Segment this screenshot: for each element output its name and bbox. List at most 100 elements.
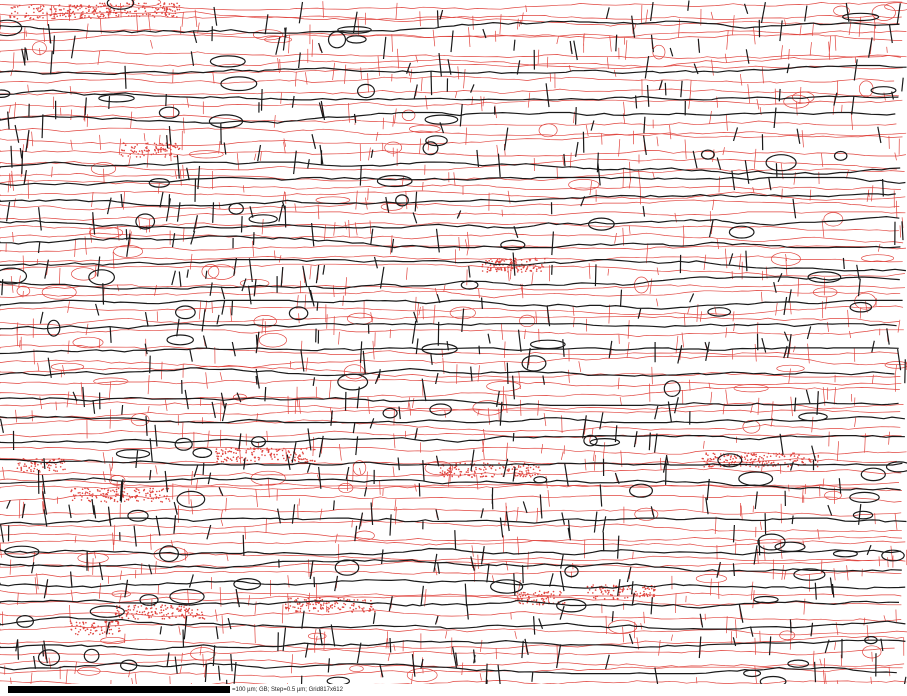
speckle-dot: [454, 466, 457, 469]
speckle-dot: [92, 633, 94, 635]
speckle-dot: [535, 466, 537, 468]
speckle-dot: [172, 6, 174, 8]
speckle-dot: [496, 260, 498, 262]
speckle-dot: [746, 459, 749, 462]
speckle-dot: [118, 630, 120, 633]
speckle-dot: [274, 456, 276, 458]
speckle-dot: [163, 495, 166, 497]
speckle-dot: [94, 630, 97, 632]
speckle-dot: [161, 617, 164, 620]
speckle-dot: [161, 501, 164, 503]
grain-outline: [406, 668, 438, 683]
speckle-dot: [102, 13, 104, 16]
low-angle-boundary-line: [0, 609, 902, 622]
speckle-dot: [458, 468, 460, 471]
speckle-dot: [59, 466, 62, 468]
grain-outline: [192, 447, 213, 458]
speckle-dot: [60, 9, 63, 11]
low-angle-boundary-line: [0, 570, 902, 579]
grain-outline: [89, 605, 125, 618]
speckle-dot: [527, 593, 529, 595]
speckle-dot: [80, 6, 83, 8]
grain-outline: [174, 437, 193, 451]
speckle-dot: [28, 467, 30, 469]
speckle-dot: [267, 449, 270, 452]
speckle-dot: [726, 454, 728, 457]
grain-outline: [421, 343, 458, 355]
speckle-dot: [82, 13, 84, 16]
grain-outline: [885, 461, 907, 473]
speckle-dot: [491, 465, 494, 468]
speckle-dot: [524, 594, 527, 597]
grain-outline: [663, 380, 681, 398]
grain-outline: [41, 284, 77, 300]
speckle-dot: [128, 495, 131, 498]
grain-outline: [190, 647, 216, 661]
low-angle-boundary-line: [0, 531, 903, 542]
speckle-dot: [66, 10, 69, 12]
speckle-dot: [116, 607, 118, 609]
speckle-dot: [539, 267, 541, 269]
speckle-dot: [149, 607, 152, 610]
speckle-dot: [155, 147, 158, 149]
speckle-dot: [101, 632, 104, 634]
grain-outline: [130, 413, 150, 427]
speckle-dot: [714, 456, 717, 459]
speckle-dot: [16, 12, 19, 14]
speckle-dot: [364, 599, 366, 601]
speckle-dot: [533, 266, 535, 269]
speckle-dot: [184, 609, 186, 611]
speckle-dot: [503, 466, 505, 469]
speckle-dot: [147, 142, 149, 144]
speckle-dot: [145, 142, 147, 145]
speckle-dot: [103, 631, 106, 633]
speckle-dot: [24, 16, 26, 18]
speckle-dot: [131, 613, 133, 615]
speckle-dot: [506, 469, 509, 471]
speckle-dot: [220, 449, 223, 451]
speckle-dot: [510, 260, 513, 263]
speckle-dot: [781, 454, 784, 457]
speckle-dot: [467, 469, 469, 472]
speckle-dot: [145, 147, 147, 149]
grain-outline: [634, 276, 649, 294]
speckle-dot: [113, 9, 116, 12]
speckle-dot: [335, 601, 338, 603]
grain-outline: [717, 453, 743, 468]
grain-outline: [207, 264, 236, 280]
speckle-dot: [107, 7, 109, 10]
speckle-dot: [234, 448, 237, 450]
grain-outline: [812, 287, 838, 298]
speckle-dot: [144, 613, 147, 616]
speckle-dot: [558, 594, 561, 597]
high-angle-boundary-line: [0, 299, 903, 310]
speckle-dot: [129, 10, 131, 13]
speckle-dot: [511, 267, 514, 270]
speckle-dot: [113, 500, 116, 502]
speckle-dot: [482, 475, 485, 478]
speckle-dot: [504, 267, 506, 270]
speckle-dot: [298, 457, 300, 460]
speckle-dot: [292, 606, 294, 608]
speckle-dot: [733, 461, 736, 464]
speckle-dot: [130, 15, 133, 17]
speckle-dot: [132, 609, 135, 611]
speckle-dot: [607, 591, 610, 594]
high-angle-boundary-line: [0, 559, 902, 572]
grain-outline: [100, 636, 126, 645]
speckle-dot: [312, 449, 315, 451]
speckle-dot: [352, 604, 355, 607]
speckle-dot: [327, 609, 329, 611]
speckle-dot: [346, 598, 349, 601]
high-angle-boundary-line: [0, 639, 906, 651]
speckle-dot: [496, 258, 499, 261]
speckle-dot: [82, 626, 85, 629]
speckle-dot: [149, 490, 151, 492]
speckle-dot: [712, 458, 715, 461]
low-angle-boundary-line: [0, 635, 903, 649]
speckle-dot: [166, 15, 169, 18]
speckle-dot: [133, 147, 135, 149]
speckle-dot: [362, 610, 365, 613]
speckle-dot: [49, 8, 52, 10]
speckle-dot: [75, 621, 78, 624]
